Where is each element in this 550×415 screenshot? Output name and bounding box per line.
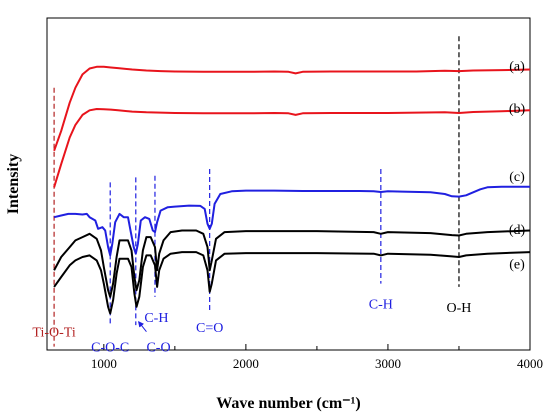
annotation-label: C=O — [196, 321, 223, 336]
series-label: (d) — [509, 223, 526, 238]
x-tick-label: 1000 — [91, 356, 117, 371]
series-group — [53, 65, 531, 315]
annotation-label: C-O — [146, 341, 170, 356]
series-line-2 — [53, 108, 531, 188]
annotations: Ti-O-Ti C-O-C C-O C-H C=O C-H O-H — [32, 298, 471, 356]
series-label: (e) — [509, 257, 525, 272]
series-label: (c) — [509, 170, 525, 185]
x-tick-label: 2000 — [233, 356, 259, 371]
x-tick-label: 4000 — [517, 356, 543, 371]
plot-frame — [46, 17, 531, 351]
annotation-label: Ti-O-Ti — [32, 326, 75, 341]
series-line-3 — [53, 185, 530, 257]
series-labels: (a) (b) (c) (d) (e) — [509, 59, 526, 272]
y-axis-title: Intensity — [5, 154, 22, 214]
plot-area — [46, 17, 531, 351]
annotation-label: C-H — [369, 298, 393, 313]
series-line-4 — [53, 229, 531, 298]
series-line-1 — [53, 65, 531, 152]
annotation-label: O-H — [447, 301, 472, 316]
annotation-label: C-O-C — [91, 341, 129, 356]
x-tick-label: 3000 — [375, 356, 401, 371]
x-axis-title: Wave number (cm⁻¹) — [216, 395, 360, 412]
annotation-label: C-H — [144, 311, 168, 326]
series-line-5 — [53, 251, 531, 315]
x-axis: 1000 2000 3000 4000 — [91, 344, 543, 371]
series-label: (b) — [509, 102, 526, 117]
annotation-arrow — [138, 320, 147, 333]
series-label: (a) — [509, 59, 525, 74]
